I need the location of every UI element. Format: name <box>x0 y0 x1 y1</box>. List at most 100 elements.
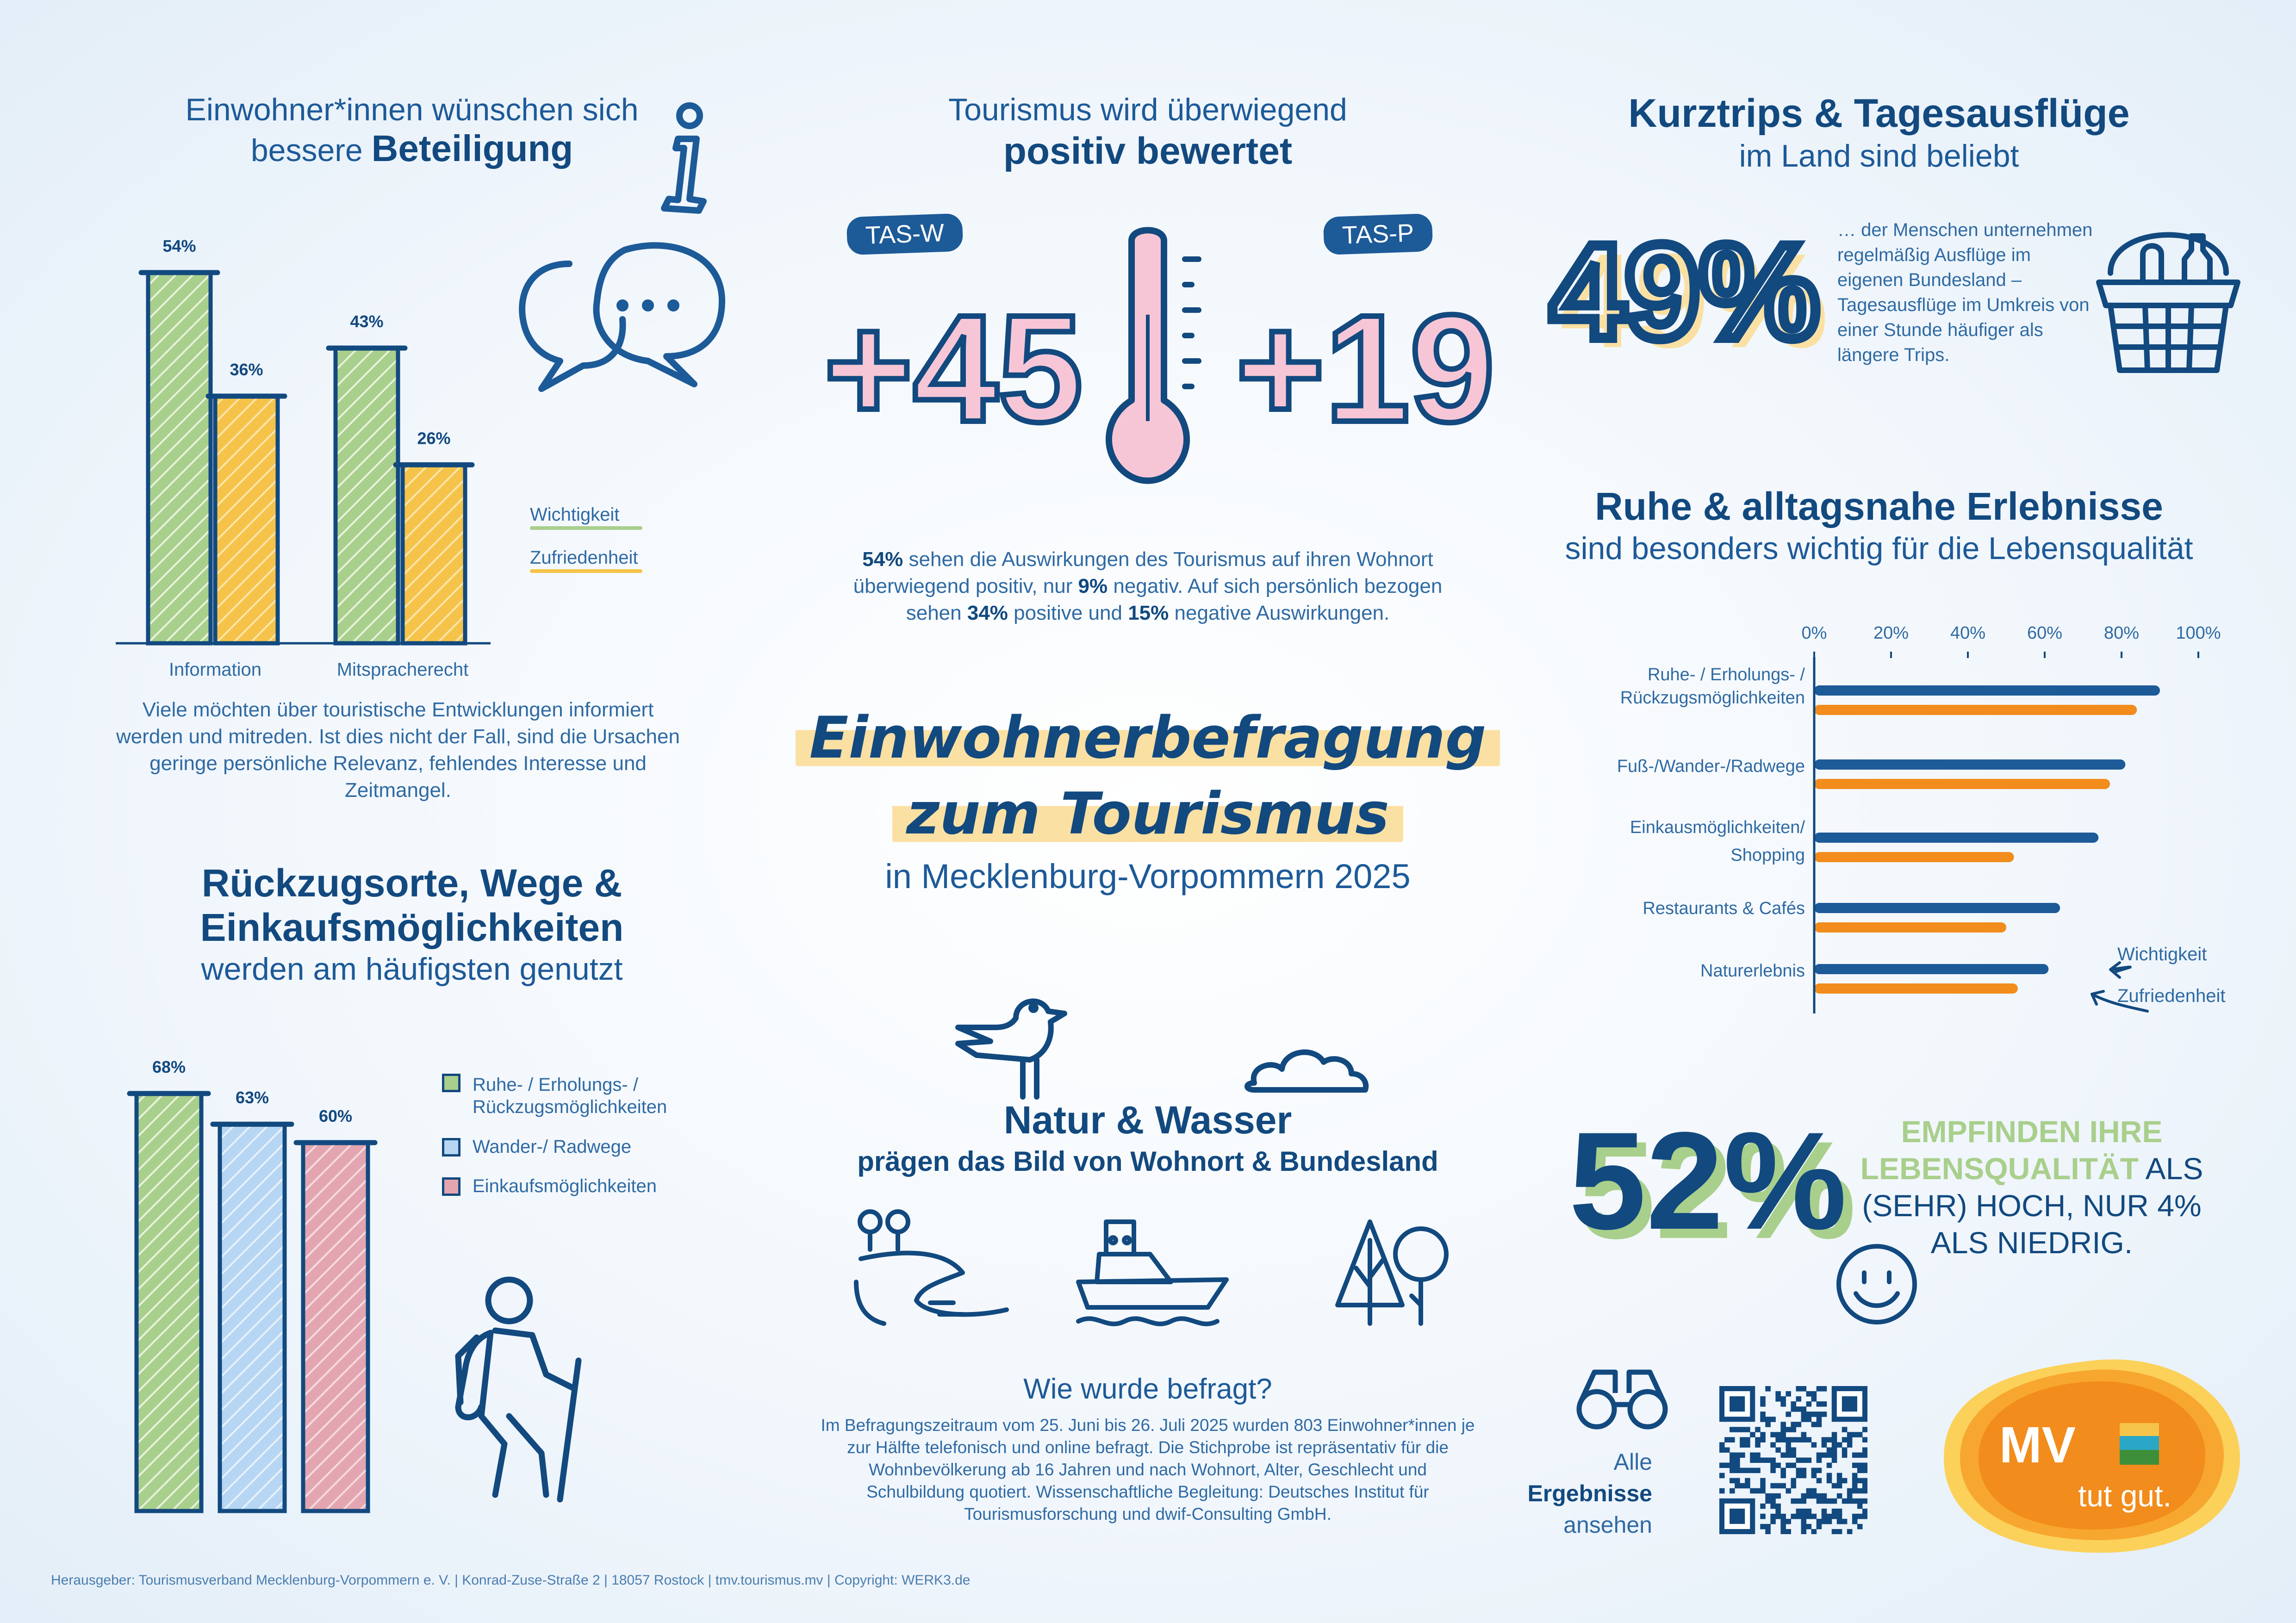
qr-module <box>1765 1529 1771 1535</box>
qr-module <box>1760 1417 1766 1422</box>
qr-module <box>1796 1386 1802 1392</box>
method-text: Im Befragungszeitraum vom 25. Juni bis 2… <box>821 1416 1475 1524</box>
qr-module <box>1740 1442 1745 1448</box>
qr-module <box>1821 1518 1827 1524</box>
qr-module <box>1842 1452 1848 1458</box>
qr-module <box>1730 1488 1735 1494</box>
tourism-p4: 15% <box>1128 602 1169 624</box>
qr-module <box>1740 1427 1745 1432</box>
qr-module <box>1816 1498 1822 1504</box>
qr-module <box>1801 1518 1807 1524</box>
qr-module <box>1821 1498 1827 1504</box>
info-chat-icon <box>519 102 725 392</box>
chart1-bar-1-0 <box>213 394 280 646</box>
qr-module <box>1765 1417 1771 1422</box>
qr-module <box>1852 1488 1858 1494</box>
quality-line2b: ALS <box>2138 1151 2203 1186</box>
qr-module <box>1786 1488 1791 1494</box>
retreat-chart: 68% 63% 60% <box>127 1057 378 1513</box>
qr-module <box>1730 1457 1735 1463</box>
qr-module <box>1745 1478 1750 1484</box>
participation-legend: Wichtigkeit Zufriedenheit <box>530 504 643 573</box>
qr-module <box>1775 1391 1781 1397</box>
qr-module <box>1836 1478 1842 1484</box>
qr-module <box>1730 1468 1735 1474</box>
qr-module <box>1831 1452 1837 1458</box>
chart3-tick-0: 0% <box>1802 623 1827 643</box>
qr-module <box>1801 1406 1807 1412</box>
qr-module <box>1755 1457 1761 1463</box>
tourism-p2: 9% <box>1078 575 1108 597</box>
qr-module <box>1816 1417 1822 1422</box>
qr-module <box>1857 1524 1863 1530</box>
tourism-t1: sehen die Auswirkungen des Tourismus auf… <box>853 548 1433 597</box>
qr-module <box>1765 1493 1771 1499</box>
qr-module <box>1842 1447 1848 1453</box>
qr-module <box>1786 1391 1791 1397</box>
trips-text: … der Menschen unter­nehmen regelmäßig A… <box>1837 220 2093 365</box>
qr-module <box>1852 1483 1858 1489</box>
results-qr-code[interactable] <box>1719 1386 1868 1535</box>
qr-module <box>1852 1473 1858 1479</box>
legend-swatch-rose <box>442 1177 460 1196</box>
qr-module <box>1831 1457 1837 1463</box>
qr-module <box>1847 1432 1853 1437</box>
qr-module <box>1760 1412 1766 1417</box>
qr-module <box>1852 1498 1858 1504</box>
participation-title-pre: bessere <box>250 133 363 168</box>
qr-module <box>1740 1452 1745 1458</box>
main-title-line2: zum Tourismus <box>892 781 1403 847</box>
qr-module <box>1730 1427 1735 1432</box>
qr-module <box>1836 1529 1842 1535</box>
qr-module <box>1791 1462 1797 1468</box>
chart3-cat-natur: Naturerlebnis <box>1700 961 1805 981</box>
participation-title-bold: Beteiligung <box>371 128 573 169</box>
qr-module <box>1735 1457 1740 1463</box>
qr-module <box>1719 1462 1725 1468</box>
chart3-bar-1-4 <box>1814 983 2018 994</box>
chart3-tick-4: 80% <box>2104 623 2139 643</box>
qr-module <box>1811 1468 1817 1474</box>
qr-module <box>1811 1513 1817 1519</box>
qr-module <box>1770 1483 1776 1489</box>
qr-module <box>1831 1483 1837 1489</box>
qr-module <box>1862 1452 1868 1458</box>
qr-module <box>1857 1488 1863 1494</box>
qr-module <box>1786 1427 1791 1432</box>
qr-module <box>1730 1437 1735 1443</box>
tourism-p1: 54% <box>862 548 903 571</box>
qr-module <box>1770 1432 1776 1437</box>
tas-p-value: +19 <box>1233 280 1498 454</box>
chart1-value-label-0-0: 54% <box>162 236 196 255</box>
qr-module <box>1847 1488 1853 1494</box>
legend-swatch-blue <box>442 1138 460 1157</box>
chart3-tick-5: 100% <box>2176 623 2221 643</box>
qr-module <box>1826 1437 1832 1443</box>
qr-module <box>1842 1427 1848 1432</box>
qr-module <box>1786 1442 1791 1448</box>
qr-module <box>1816 1452 1822 1458</box>
qr-module <box>1755 1442 1761 1448</box>
qr-module <box>1735 1452 1740 1458</box>
retreat-legend-1: Ruhe- / Erholungs- / Rückzugsmöglichkeit… <box>473 1075 667 1117</box>
chart3-annot-zufriedenheit: Zufriedenheit <box>2117 986 2225 1006</box>
qr-module <box>1770 1442 1776 1448</box>
qr-module <box>1770 1457 1776 1463</box>
qr-module <box>1826 1518 1832 1524</box>
qr-module <box>1780 1524 1786 1530</box>
qr-module <box>1831 1498 1837 1504</box>
qr-module <box>1760 1503 1766 1509</box>
chart3-bar-0-0 <box>1814 685 2160 696</box>
chart3-bar-1-3 <box>1814 922 2006 933</box>
qr-module <box>1775 1437 1781 1443</box>
qr-module <box>1806 1457 1812 1463</box>
qr-module <box>1811 1442 1817 1448</box>
quality-big-text: 52% <box>1569 1103 1847 1254</box>
qr-module <box>1755 1427 1761 1432</box>
chart2-value-label-2: 60% <box>319 1107 352 1126</box>
qr-module <box>1831 1432 1837 1437</box>
qr-module <box>1786 1462 1791 1468</box>
qr-module <box>1801 1412 1807 1417</box>
results-l1: Alle <box>1613 1449 1652 1475</box>
qr-module <box>1760 1401 1766 1407</box>
